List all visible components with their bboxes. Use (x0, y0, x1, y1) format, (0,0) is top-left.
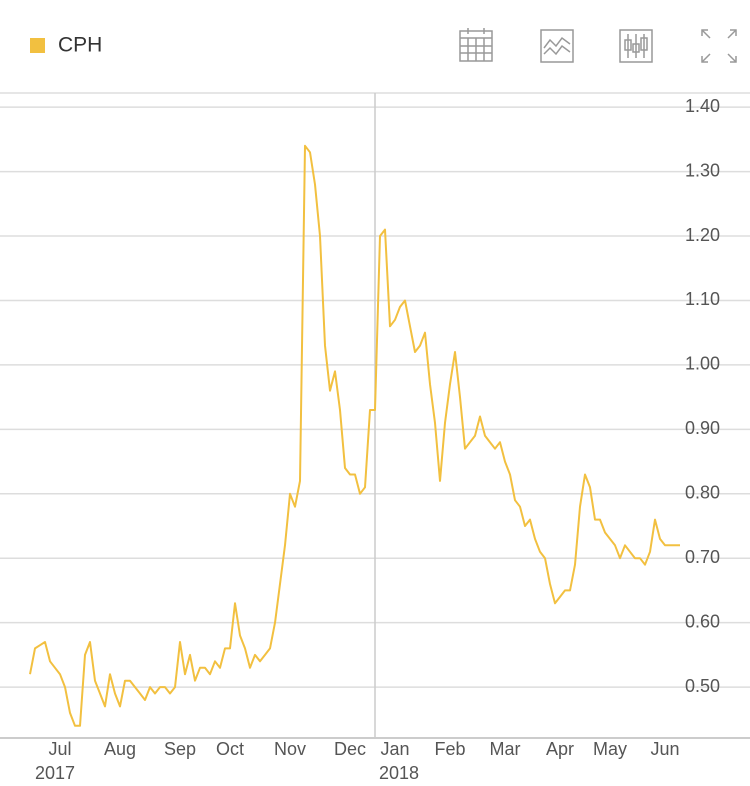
line-series (29, 144, 680, 727)
y-tick-label: 0.80 (685, 483, 720, 503)
x-tick-label: Sep (164, 739, 196, 759)
y-tick-label: 1.30 (685, 160, 720, 180)
y-tick-label: 0.50 (685, 676, 720, 696)
y-tick-label: 0.60 (685, 611, 720, 631)
x-tick-label: Oct (216, 739, 244, 759)
x-tick-label: Apr (546, 739, 574, 759)
x-tick-label: Mar (490, 739, 521, 759)
x-tick-label: May (593, 739, 627, 759)
legend-swatch (30, 38, 45, 53)
y-tick-label: 0.90 (685, 418, 720, 438)
y-tick-label: 1.40 (685, 96, 720, 116)
fullscreen-icon[interactable] (701, 29, 737, 63)
y-tick-label: 0.70 (685, 547, 720, 567)
y-tick-label: 1.10 (685, 289, 720, 309)
calendar-icon[interactable] (459, 28, 493, 62)
x-tick-label: Jun (650, 739, 679, 759)
x-tick-label: Jul (48, 739, 71, 759)
toolbar (459, 28, 737, 63)
y-tick-label: 1.20 (685, 225, 720, 245)
x-tick-label: Dec (334, 739, 366, 759)
year-label: 2017 (35, 763, 75, 783)
x-tick-label: Jan (380, 739, 409, 759)
x-tick-label: Aug (104, 739, 136, 759)
x-tick-label: Feb (434, 739, 465, 759)
x-tick-label: Nov (274, 739, 306, 759)
y-tick-label: 1.00 (685, 354, 720, 374)
legend-label[interactable]: CPH (58, 34, 102, 57)
candle-icon[interactable] (619, 29, 653, 63)
compare-icon[interactable] (540, 29, 574, 63)
year-label: 2018 (379, 763, 419, 783)
